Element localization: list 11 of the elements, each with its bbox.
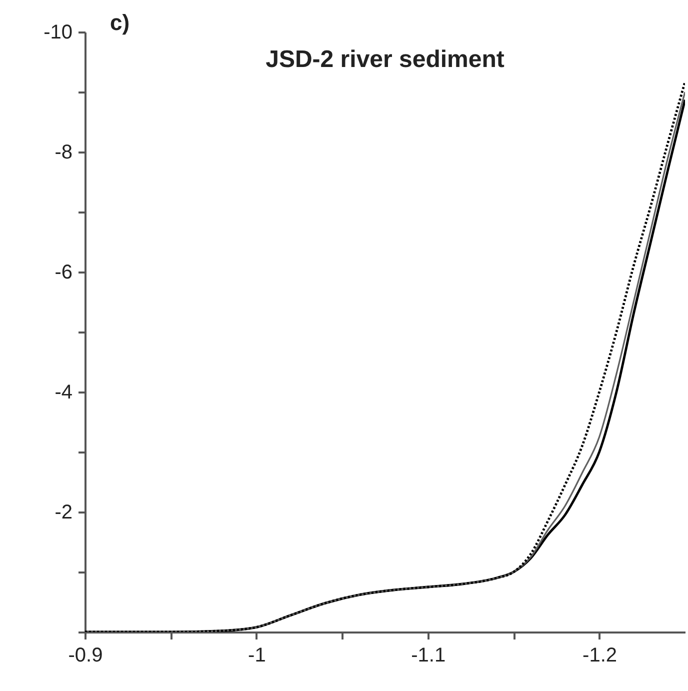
x-tick-label: -1.2 <box>582 644 618 666</box>
y-tick-label: -8 <box>54 142 72 164</box>
annotation: c) <box>110 10 130 36</box>
y-tick-label: -2 <box>54 502 72 524</box>
text: JSD-2 river sediment <box>266 46 504 73</box>
y-tick-label: -10 <box>44 22 72 44</box>
x-tick-label: -1.1 <box>411 644 446 666</box>
y-tick-label: -6 <box>54 262 72 284</box>
x-tick-label: -0.9 <box>68 644 103 666</box>
y-tick-label: -4 <box>54 382 72 404</box>
x-tick-label: -1 <box>248 644 266 666</box>
